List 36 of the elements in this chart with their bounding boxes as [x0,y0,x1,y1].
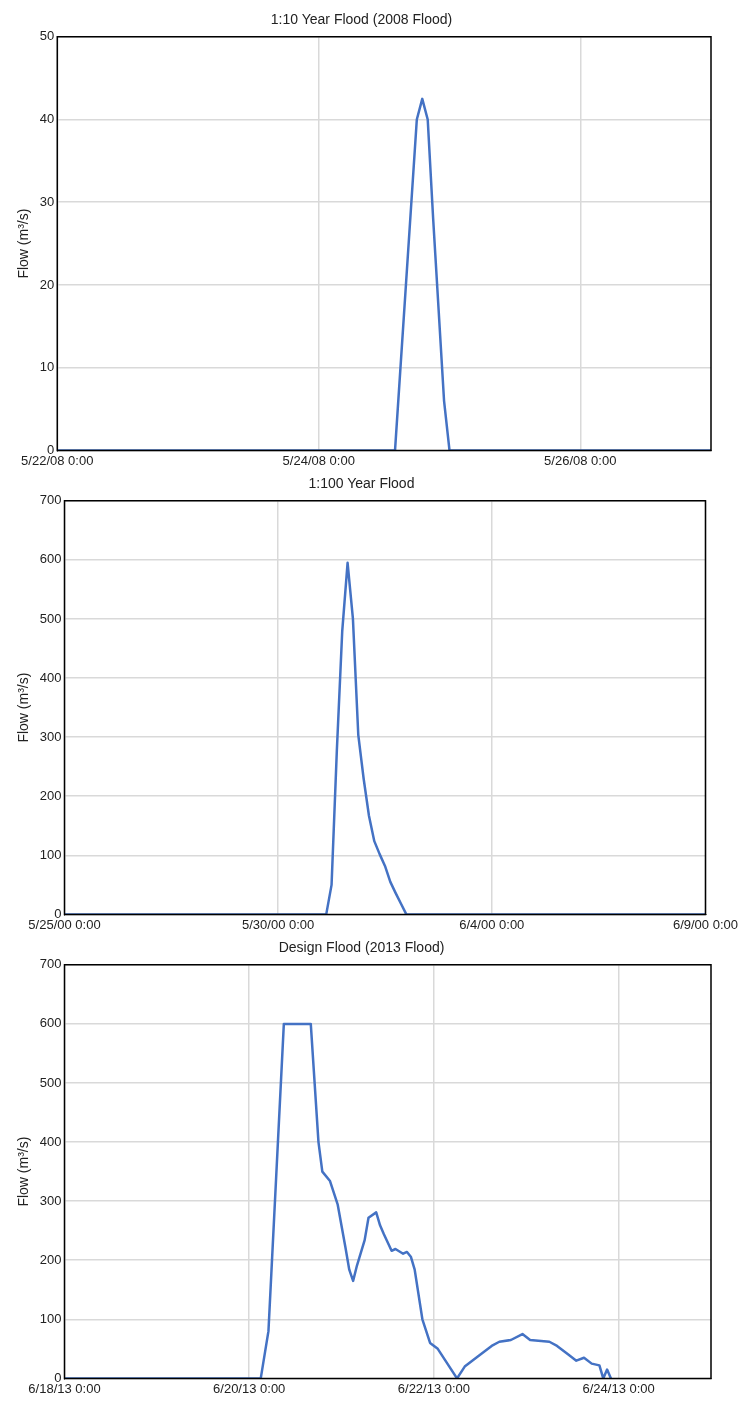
y-tick-label: 200 [39,787,62,803]
chart-title: 1:100 Year Flood [308,475,415,492]
y-axis-title: Flow (m³/s) [15,672,32,743]
x-tick-label: 6/22/13 0:00 [397,1380,471,1396]
x-tick-label: 5/24/08 0:00 [282,452,355,468]
y-tick-label: 20 [39,276,55,292]
y-tick-label: 100 [39,1310,62,1326]
x-tick-label: 6/20/13 0:00 [213,1380,286,1396]
y-tick-label: 600 [39,1015,62,1031]
y-axis-title: Flow (m³/s) [15,208,32,279]
y-tick-label: 500 [39,1074,62,1090]
y-tick-label: 0 [47,441,55,457]
y-tick-label: 30 [39,193,55,209]
x-tick-label: 6/4/00 0:00 [459,916,525,932]
y-tick-label: 300 [39,1192,62,1208]
x-tick-label: 5/26/08 0:00 [544,452,617,468]
y-tick-label: 200 [39,1251,62,1267]
y-tick-label: 0 [54,905,62,921]
y-tick-label: 100 [39,846,62,862]
y-tick-label: 10 [39,359,55,375]
x-tick-label: 6/24/13 0:00 [582,1380,655,1396]
y-tick-label: 300 [39,728,62,744]
y-tick-label: 400 [39,669,62,685]
x-tick-label: 5/30/00 0:00 [242,916,315,932]
y-tick-label: 0 [54,1369,62,1385]
y-tick-label: 700 [39,956,62,972]
chart-title: 1:10 Year Flood (2008 Flood) [270,11,453,28]
y-tick-label: 400 [39,1133,62,1149]
y-tick-label: 40 [39,111,55,127]
y-axis-title: Flow (m³/s) [15,1136,32,1207]
y-tick-label: 600 [39,551,62,567]
y-tick-label: 50 [39,28,55,44]
y-tick-label: 500 [39,610,62,626]
chart-title: Design Flood (2013 Flood) [278,939,445,956]
x-tick-label: 6/9/00 0:00 [672,916,738,932]
y-tick-label: 700 [39,492,62,508]
